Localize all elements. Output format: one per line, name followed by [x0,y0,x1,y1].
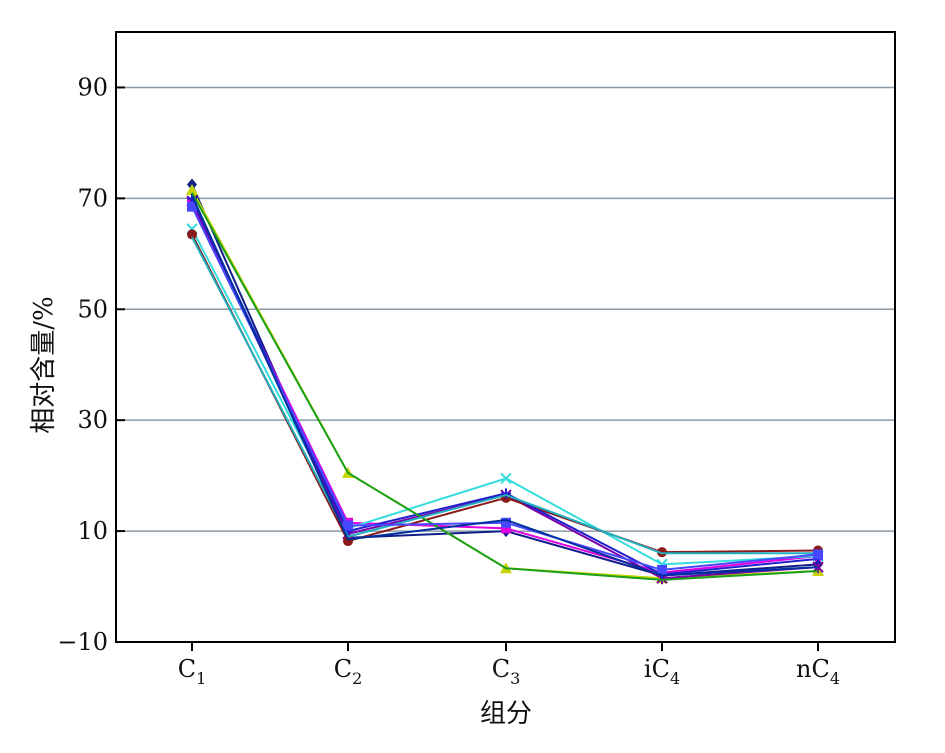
gridlines [116,86,895,532]
data-point-marker [186,184,198,196]
series-9 [191,236,818,555]
x-tick-label: C1 [178,655,207,688]
x-tick-label-base: C [334,655,352,683]
data-point-marker [501,488,511,499]
series-group [186,178,824,585]
x-tick-label-base: C [652,655,670,683]
series-line [191,192,819,581]
series-8 [191,192,819,581]
x-tick-label-prefix: i [644,655,652,683]
series-11 [191,195,819,577]
x-tick-label: iC4 [644,655,680,688]
series-line [191,236,818,555]
x-tick-label-subscript: 3 [510,669,520,688]
y-tick-label: 70 [77,184,108,212]
series-line [191,233,819,554]
y-tick-label: −10 [57,628,108,656]
data-point-marker [187,229,197,240]
data-point-marker [500,472,512,485]
y-tick-label: 50 [77,295,108,323]
x-tick-label-subscript: 2 [352,669,362,688]
y-tick-label: 90 [77,73,108,101]
x-tick-label-base: C [178,655,196,683]
series-10 [187,201,823,575]
data-point-marker [501,517,511,528]
data-point-marker [343,520,353,531]
data-point-marker [813,549,823,560]
x-tick-label-base: C [492,655,510,683]
y-axis-title: 相对含量/% [29,296,59,433]
x-axis: C1 C2 C3 iC4 nC4 [178,642,840,688]
x-tick-label-subscript: 1 [196,669,206,688]
x-axis-title: 组分 [480,699,532,729]
x-tick-label-prefix: n [796,655,811,683]
x-tick-label-subscript: 4 [830,669,840,688]
data-point-marker [501,523,511,534]
series-line [191,206,819,571]
y-tick-label: 30 [77,406,108,434]
data-point-marker [657,547,667,558]
x-tick-label-subscript: 4 [670,669,680,688]
x-tick-label: nC4 [796,655,840,688]
x-tick-label: C2 [334,655,363,688]
y-tick-label: 10 [77,517,108,545]
y-axis: −10 10 30 50 70 90 [57,73,125,656]
series-line [191,184,819,577]
data-point-marker [657,564,667,575]
x-tick-label: C3 [492,655,521,688]
series-line [191,195,819,577]
marker-stroke [500,472,512,485]
series-line [191,203,819,574]
x-tick-label-base: C [811,655,829,683]
data-point-marker [187,201,197,212]
